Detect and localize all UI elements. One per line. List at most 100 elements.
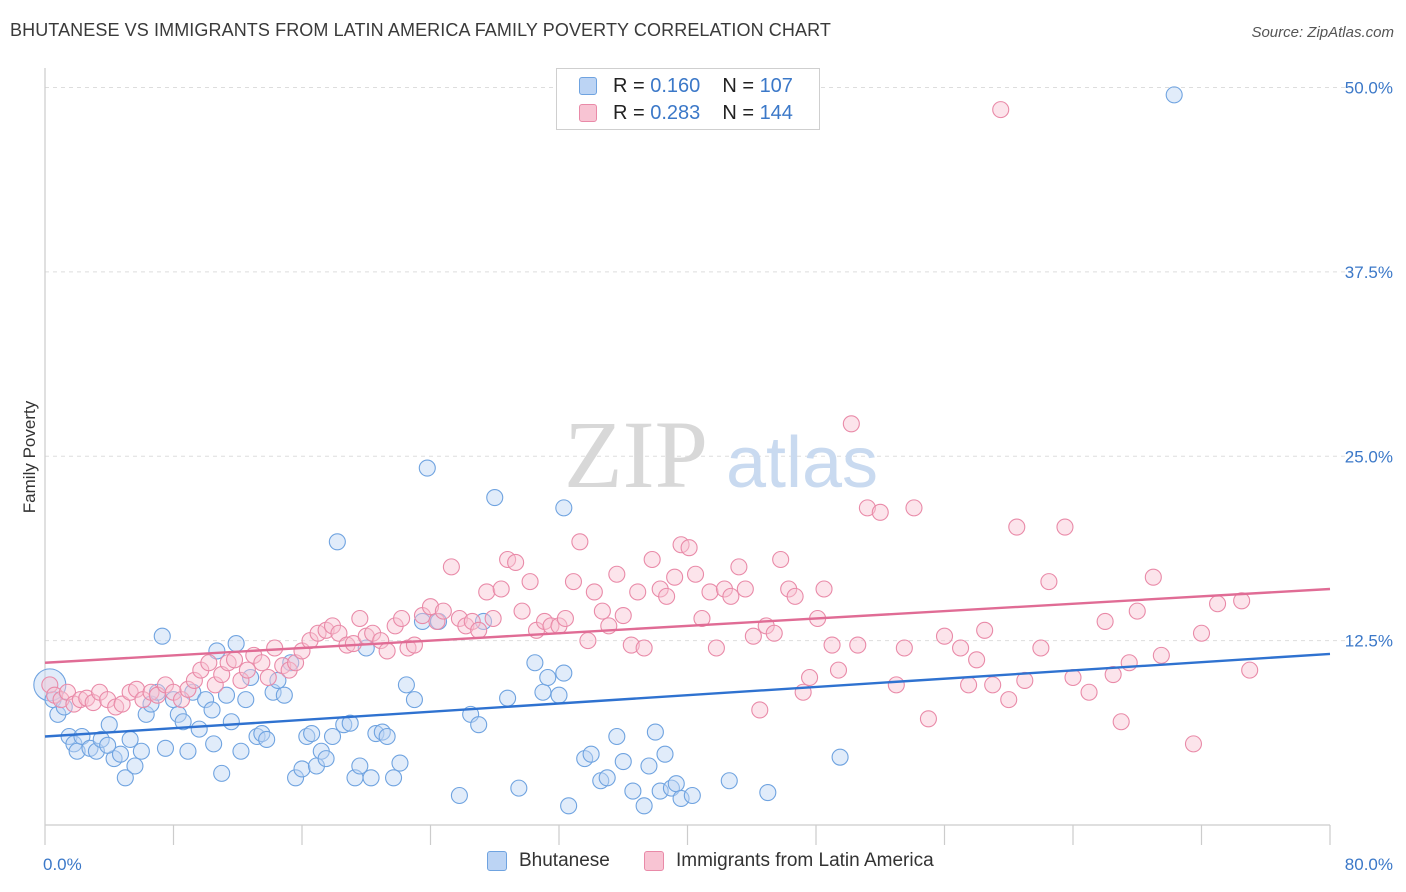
x-tick-label: 80.0% bbox=[1345, 855, 1393, 874]
y-axis-label: Family Poverty bbox=[20, 400, 39, 513]
data-point bbox=[651, 782, 669, 800]
legend-swatch-bhutanese bbox=[579, 77, 597, 95]
data-point bbox=[1080, 683, 1098, 701]
data-point bbox=[666, 568, 684, 586]
data-point bbox=[1096, 612, 1114, 631]
data-point bbox=[237, 691, 255, 709]
data-point bbox=[378, 642, 396, 660]
data-point bbox=[470, 716, 488, 734]
data-point bbox=[693, 609, 711, 628]
data-point bbox=[206, 676, 224, 694]
source-label: Source: ZipAtlas.com bbox=[1251, 24, 1394, 41]
data-point bbox=[895, 639, 913, 657]
data-point bbox=[582, 745, 600, 763]
data-point bbox=[179, 742, 197, 760]
data-point bbox=[116, 769, 134, 787]
legend-n-value: 144 bbox=[759, 101, 793, 124]
data-point bbox=[153, 627, 171, 645]
data-point bbox=[393, 609, 411, 628]
data-point bbox=[362, 769, 380, 787]
data-point bbox=[629, 583, 647, 601]
data-point bbox=[1144, 568, 1162, 586]
data-point bbox=[976, 621, 994, 639]
bottom-legend-label-bhutanese: Bhutanese bbox=[519, 850, 610, 871]
data-point bbox=[871, 503, 889, 521]
bottom-legend-swatch-bhutanese bbox=[487, 851, 507, 871]
data-point bbox=[190, 720, 208, 738]
data-point bbox=[507, 553, 525, 572]
data-point bbox=[643, 550, 661, 569]
data-point bbox=[905, 499, 923, 517]
data-point bbox=[248, 727, 266, 746]
data-point bbox=[1008, 518, 1026, 536]
bottom-legend-latin-america[interactable]: Immigrants from Latin America bbox=[644, 850, 934, 872]
data-point bbox=[614, 753, 632, 771]
legend-swatch-latin-america bbox=[579, 104, 597, 122]
data-point bbox=[205, 735, 223, 753]
data-point bbox=[225, 651, 244, 669]
watermark: ZIP atlas bbox=[564, 401, 878, 508]
data-point bbox=[1184, 735, 1203, 753]
data-point bbox=[952, 639, 970, 657]
data-point bbox=[1000, 691, 1018, 709]
legend-n-value: 107 bbox=[759, 74, 793, 97]
data-point bbox=[179, 680, 197, 698]
data-point bbox=[521, 573, 539, 591]
watermark-atlas: atlas bbox=[726, 423, 878, 503]
data-point bbox=[232, 671, 250, 690]
data-point bbox=[598, 769, 616, 787]
data-point bbox=[405, 636, 423, 654]
data-point bbox=[298, 727, 316, 746]
data-point bbox=[41, 676, 59, 694]
data-point bbox=[197, 691, 215, 709]
data-point bbox=[585, 583, 603, 601]
data-point bbox=[397, 676, 415, 694]
data-point bbox=[484, 609, 502, 628]
series-bhutanese-points bbox=[33, 86, 1183, 815]
data-point bbox=[992, 101, 1010, 119]
data-point bbox=[683, 786, 701, 805]
data-point bbox=[185, 671, 203, 690]
series-latin-america-points bbox=[41, 101, 1259, 753]
data-point bbox=[680, 539, 698, 557]
y-tick-label: 37.5% bbox=[1345, 263, 1393, 282]
data-point bbox=[1233, 592, 1251, 610]
data-point bbox=[744, 627, 762, 645]
data-point bbox=[686, 565, 705, 583]
data-point bbox=[351, 757, 369, 775]
data-point bbox=[172, 691, 191, 709]
data-point bbox=[556, 609, 574, 628]
data-point bbox=[608, 565, 626, 583]
data-point bbox=[73, 727, 91, 746]
data-point bbox=[510, 779, 528, 797]
legend-n-label: N = bbox=[722, 101, 754, 124]
y-tick-label: 25.0% bbox=[1345, 447, 1393, 466]
data-point bbox=[486, 488, 504, 507]
data-point bbox=[772, 550, 790, 569]
data-point bbox=[555, 664, 573, 682]
data-point bbox=[450, 786, 468, 805]
bottom-legend-bhutanese[interactable]: Bhutanese bbox=[487, 850, 610, 872]
data-point bbox=[275, 686, 293, 704]
data-point bbox=[84, 694, 102, 712]
data-point bbox=[842, 415, 860, 433]
data-point bbox=[1112, 713, 1130, 731]
data-point bbox=[434, 602, 452, 620]
data-point bbox=[849, 636, 867, 654]
bottom-legend-swatch-latin-america bbox=[644, 851, 664, 871]
data-point bbox=[555, 499, 573, 517]
data-point bbox=[736, 580, 754, 598]
legend-r-label: R = bbox=[613, 101, 645, 124]
data-point bbox=[1056, 518, 1074, 536]
data-point bbox=[968, 651, 986, 669]
data-point bbox=[526, 654, 544, 672]
chart-title: BHUTANESE VS IMMIGRANTS FROM LATIN AMERI… bbox=[10, 20, 831, 40]
data-point bbox=[293, 760, 311, 778]
data-point bbox=[385, 769, 403, 787]
legend-row-latin-america: R = 0.283 N = 144 bbox=[579, 100, 793, 126]
data-point bbox=[672, 789, 690, 808]
stats-legend: R = 0.160 N = 107 R = 0.283 N = 144 bbox=[556, 68, 820, 130]
data-point bbox=[624, 782, 642, 800]
data-point bbox=[1104, 665, 1122, 684]
